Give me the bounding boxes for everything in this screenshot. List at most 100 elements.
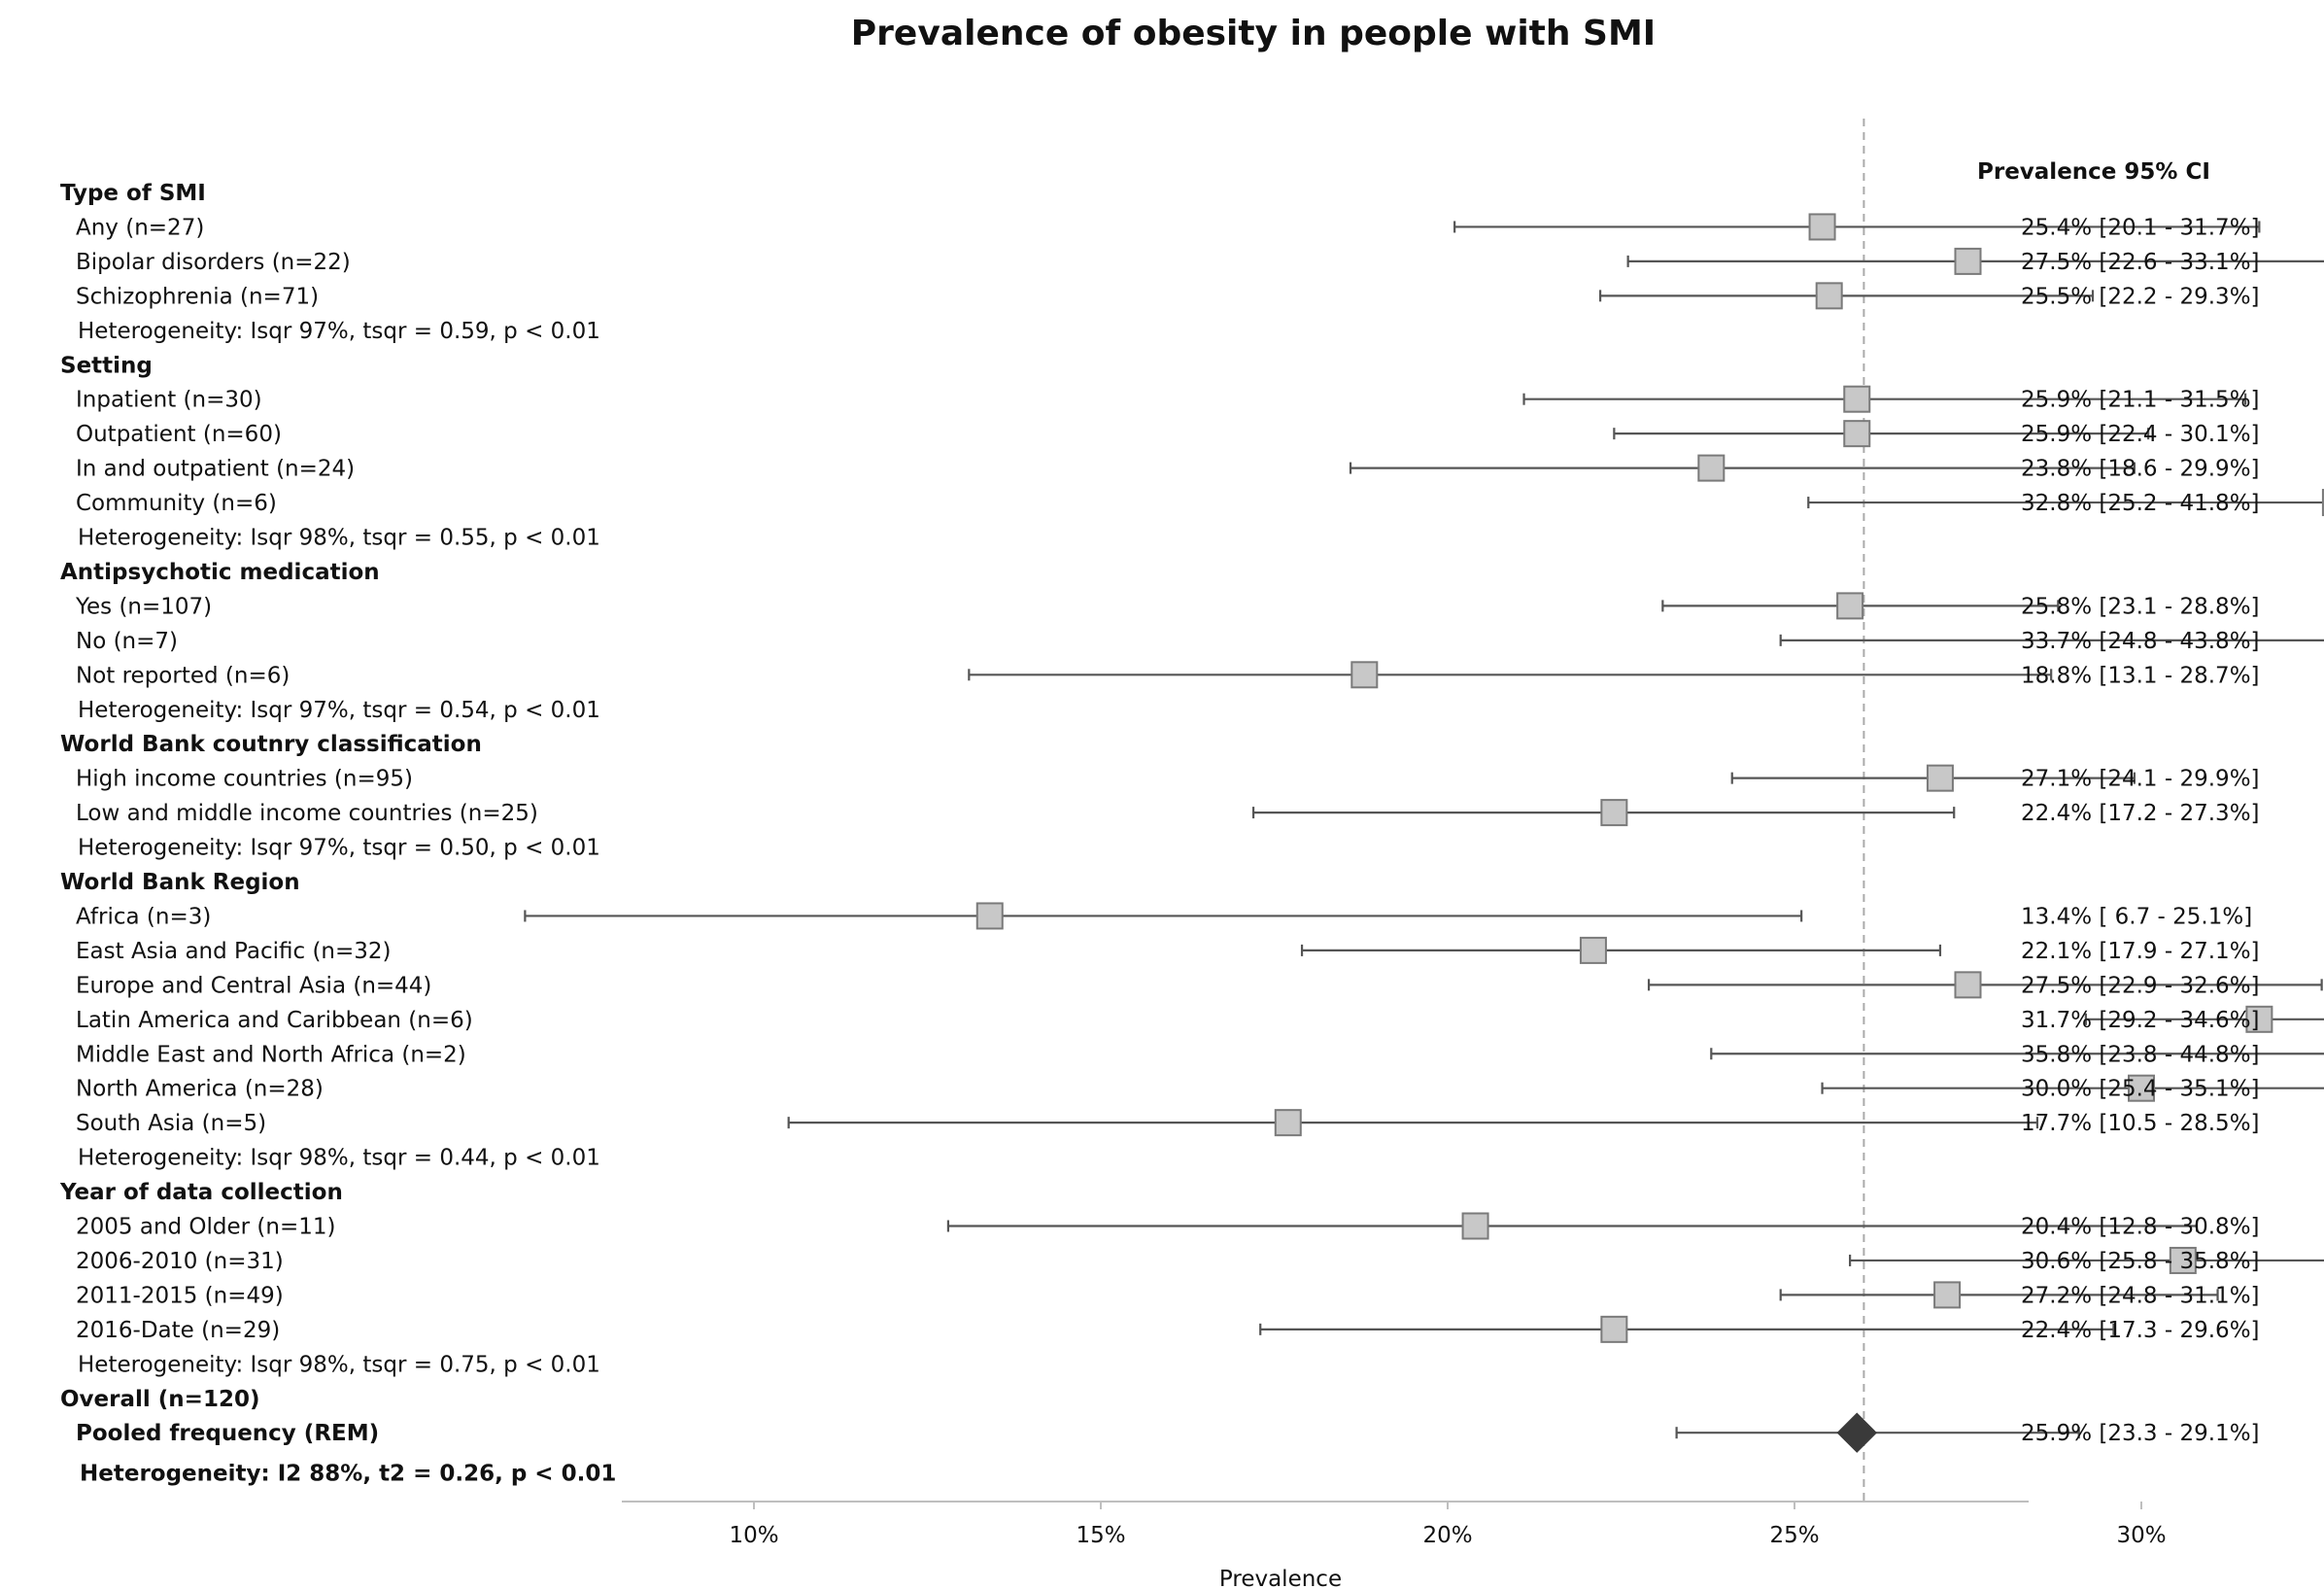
- ci-value: 22.1% [17.9 - 27.1%]: [2021, 939, 2260, 964]
- point-estimate-box: [2169, 1246, 2197, 1274]
- pooled-label: Pooled frequency (REM): [76, 1421, 379, 1446]
- point-estimate-box: [2245, 1005, 2273, 1033]
- ci-value: 25.8% [23.1 - 28.8%]: [2021, 594, 2260, 619]
- ci-value: 20.4% [12.8 - 30.8%]: [2021, 1215, 2260, 1240]
- forest-row: Heterogeneity: Isqr 98%, tsqr = 0.44, p …: [78, 1146, 600, 1171]
- forest-rows: Type of SMI Any (n=27) 25.4% [20.1 - 31.7%…: [59, 181, 2324, 1487]
- group-header: Overall (n=120): [60, 1387, 259, 1412]
- ci-value: 22.4% [17.2 - 27.3%]: [2021, 801, 2260, 826]
- x-tick-label: 20%: [1422, 1523, 1472, 1548]
- study-label: Latin America and Caribbean (n=6): [76, 1008, 473, 1033]
- study-label: Schizophrenia (n=71): [76, 284, 319, 309]
- forest-row: Yes (n=107) 25.8% [23.1 - 28.8%]: [75, 592, 2260, 620]
- forest-row: Heterogeneity: Isqr 98%, tsqr = 0.55, p …: [78, 526, 600, 551]
- ci-value: 18.8% [13.1 - 28.7%]: [2021, 663, 2260, 688]
- study-label: High income countries (n=95): [76, 767, 413, 792]
- forest-row: Outpatient (n=60) 25.9% [22.4 - 30.1%]: [76, 420, 2260, 448]
- study-label: Outpatient (n=60): [76, 422, 282, 447]
- forest-row: 2016-Date (n=29) 22.4% [17.3 - 29.6%]: [76, 1315, 2260, 1343]
- heterogeneity-label: Heterogeneity: Isqr 97%, tsqr = 0.54, p …: [78, 698, 600, 723]
- study-label: Yes (n=107): [75, 594, 212, 619]
- forest-row: South Asia (n=5) 17.7% [10.5 - 28.5%]: [76, 1109, 2260, 1137]
- study-label: Not reported (n=6): [76, 663, 290, 688]
- ci-value: 13.4% [ 6.7 - 25.1%]: [2021, 904, 2252, 929]
- x-tick-label: 15%: [1076, 1523, 1125, 1548]
- forest-row: Heterogeneity: Isqr 97%, tsqr = 0.50, p …: [78, 836, 600, 861]
- forest-row: Antipsychotic medication: [60, 560, 380, 585]
- x-axis-title: Prevalence: [1219, 1567, 1342, 1589]
- point-estimate-box: [1843, 420, 1871, 448]
- forest-row: World Bank coutnry classification: [60, 732, 482, 757]
- point-estimate-box: [1350, 661, 1379, 689]
- study-label: East Asia and Pacific (n=32): [76, 939, 392, 964]
- ci-value: 25.9% [22.4 - 30.1%]: [2021, 422, 2260, 447]
- forest-row: Europe and Central Asia (n=44) 27.5% [22.…: [76, 971, 2323, 999]
- ci-value: 27.5% [22.9 - 32.6%]: [2021, 973, 2260, 998]
- point-estimate-box: [975, 902, 1004, 930]
- point-estimate-box: [1926, 764, 1954, 792]
- heterogeneity-label: Heterogeneity: Isqr 98%, tsqr = 0.44, p …: [78, 1146, 600, 1171]
- forest-row: High income countries (n=95) 27.1% [24.1 …: [76, 764, 2260, 792]
- point-estimate-box: [2128, 1074, 2155, 1102]
- heterogeneity-label: Heterogeneity: Isqr 97%, tsqr = 0.59, p …: [78, 319, 600, 344]
- study-label: Community (n=6): [76, 491, 277, 516]
- x-tick-label: 25%: [1769, 1523, 1819, 1548]
- group-header: Antipsychotic medication: [60, 560, 380, 585]
- forest-row: World Bank Region: [60, 870, 300, 895]
- x-tick-label: 30%: [2116, 1523, 2166, 1548]
- point-estimate-box: [1843, 385, 1871, 413]
- point-estimate-box: [1815, 282, 1843, 310]
- study-label: Africa (n=3): [76, 904, 211, 929]
- ci-value: 25.4% [20.1 - 31.7%]: [2021, 215, 2260, 240]
- ci-value: 23.8% [18.6 - 29.9%]: [2021, 457, 2260, 482]
- ci-value: 22.4% [17.3 - 29.6%]: [2021, 1318, 2260, 1343]
- ci-value: 35.8% [23.8 - 44.8%]: [2021, 1042, 2260, 1067]
- ci-value: 17.7% [10.5 - 28.5%]: [2021, 1111, 2260, 1136]
- forest-row: Heterogeneity: Isqr 98%, tsqr = 0.75, p …: [78, 1352, 600, 1377]
- study-label: 2011-2015 (n=49): [76, 1283, 284, 1308]
- ci-value: 30.0% [25.4 - 35.1%]: [2021, 1077, 2260, 1102]
- point-estimate-box: [1600, 1315, 1628, 1343]
- forest-row: 2005 and Older (n=11) 20.4% [12.8 - 30.8%…: [76, 1212, 2260, 1240]
- forest-row: Low and middle income countries (n=25) 22…: [76, 799, 2260, 827]
- heterogeneity-label: Heterogeneity: Isqr 98%, tsqr = 0.75, p …: [78, 1352, 600, 1377]
- forest-row: In and outpatient (n=24) 23.8% [18.6 - 29…: [76, 454, 2260, 482]
- point-estimate-box: [1461, 1212, 1489, 1240]
- forest-row: Inpatient (n=30) 25.9% [21.1 - 31.5%]: [76, 385, 2260, 413]
- forest-row: East Asia and Pacific (n=32) 22.1% [17.9 …: [76, 936, 2260, 964]
- forest-row: Year of data collection: [59, 1180, 343, 1205]
- point-estimate-box: [1954, 247, 1982, 275]
- forest-row: Overall (n=120): [60, 1387, 259, 1412]
- forest-row: 2006-2010 (n=31) 30.6% [25.8 - 35.8%]: [76, 1246, 2324, 1274]
- forest-row: Heterogeneity: I2 88%, t2 = 0.26, p < 0.…: [80, 1462, 616, 1487]
- study-label: North America (n=28): [76, 1077, 324, 1102]
- ci-value: 27.5% [22.6 - 33.1%]: [2021, 250, 2260, 275]
- x-tick-label: 10%: [729, 1523, 778, 1548]
- group-header: Setting: [60, 353, 153, 378]
- ci-value: 33.7% [24.8 - 43.8%]: [2021, 629, 2260, 654]
- ci-value: 27.1% [24.1 - 29.9%]: [2021, 767, 2260, 792]
- forest-row: Any (n=27) 25.4% [20.1 - 31.7%]: [76, 213, 2261, 241]
- study-label: 2006-2010 (n=31): [76, 1249, 284, 1274]
- overall-heterogeneity-label: Heterogeneity: I2 88%, t2 = 0.26, p < 0.…: [80, 1462, 616, 1487]
- chart-title: Prevalence of obesity in people with SMI: [851, 14, 1656, 53]
- study-label: South Asia (n=5): [76, 1111, 266, 1136]
- point-estimate-box: [2321, 489, 2324, 517]
- forest-row: Setting: [60, 353, 153, 378]
- point-estimate-box: [1274, 1109, 1302, 1137]
- study-label: Low and middle income countries (n=25): [76, 801, 538, 826]
- ci-value: 25.9% [23.3 - 29.1%]: [2021, 1421, 2260, 1446]
- study-label: 2005 and Older (n=11): [76, 1215, 336, 1240]
- point-estimate-box: [1808, 213, 1836, 241]
- forest-row: Type of SMI: [60, 181, 206, 206]
- study-label: Europe and Central Asia (n=44): [76, 973, 431, 998]
- ci-column-header: Prevalence 95% CI: [1977, 159, 2210, 185]
- heterogeneity-label: Heterogeneity: Isqr 98%, tsqr = 0.55, p …: [78, 526, 600, 551]
- study-label: In and outpatient (n=24): [76, 457, 355, 482]
- forest-row: Not reported (n=6) 18.8% [13.1 - 28.7%]: [76, 661, 2260, 689]
- study-label: Middle East and North Africa (n=2): [76, 1042, 466, 1067]
- pooled-diamond: [1836, 1412, 1877, 1453]
- forest-row: Bipolar disorders (n=22) 27.5% [22.6 - 33…: [76, 247, 2324, 275]
- ci-value: 32.8% [25.2 - 41.8%]: [2021, 491, 2260, 516]
- heterogeneity-label: Heterogeneity: Isqr 97%, tsqr = 0.50, p …: [78, 836, 600, 861]
